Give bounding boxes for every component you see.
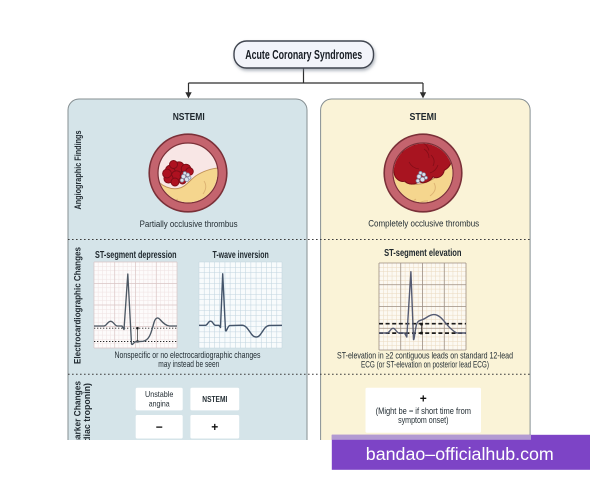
svg-text:−: − [156,420,163,434]
svg-text:Partially occlusive thrombus: Partially occlusive thrombus [140,219,238,230]
svg-text:(cardiac troponin): (cardiac troponin) [82,383,92,458]
svg-text:angina: angina [149,398,170,408]
svg-text:bandao–officialhub.com: bandao–officialhub.com [366,444,554,464]
svg-text:may instead be seen: may instead be seen [158,359,219,369]
svg-text:Biomarker Changes: Biomarker Changes [72,381,82,460]
svg-text:T-wave inversion: T-wave inversion [212,250,268,261]
svg-text:Electrocardiographic Changes: Electrocardiographic Changes [72,247,82,364]
svg-text:+: + [211,420,218,434]
svg-text:Completely occlusive thrombus: Completely occlusive thrombus [368,219,479,230]
svg-text:+: + [420,391,427,405]
svg-text:ST-elevation in ≥2 contiguous: ST-elevation in ≥2 contiguous leads on s… [337,350,513,360]
svg-text:Angiographic Findings: Angiographic Findings [73,131,83,210]
svg-text:ST-segment elevation: ST-segment elevation [384,248,461,259]
svg-text:ST-segment depression: ST-segment depression [95,250,177,261]
svg-text:Nonspecific or no electrocardi: Nonspecific or no electrocardiographic c… [115,350,261,360]
svg-text:Acute Coronary Syndromes: Acute Coronary Syndromes [245,48,362,62]
svg-text:NSTEMI: NSTEMI [202,394,227,404]
svg-text:NSTEMI: NSTEMI [173,112,205,123]
svg-text:symptom onset): symptom onset) [398,415,448,425]
svg-text:ECG (or ST-elevation on poster: ECG (or ST-elevation on posterior lead E… [361,360,489,370]
svg-text:Unstable: Unstable [145,389,174,399]
svg-text:(Might be − if short time from: (Might be − if short time from [376,406,471,416]
svg-text:STEMI: STEMI [410,112,437,123]
